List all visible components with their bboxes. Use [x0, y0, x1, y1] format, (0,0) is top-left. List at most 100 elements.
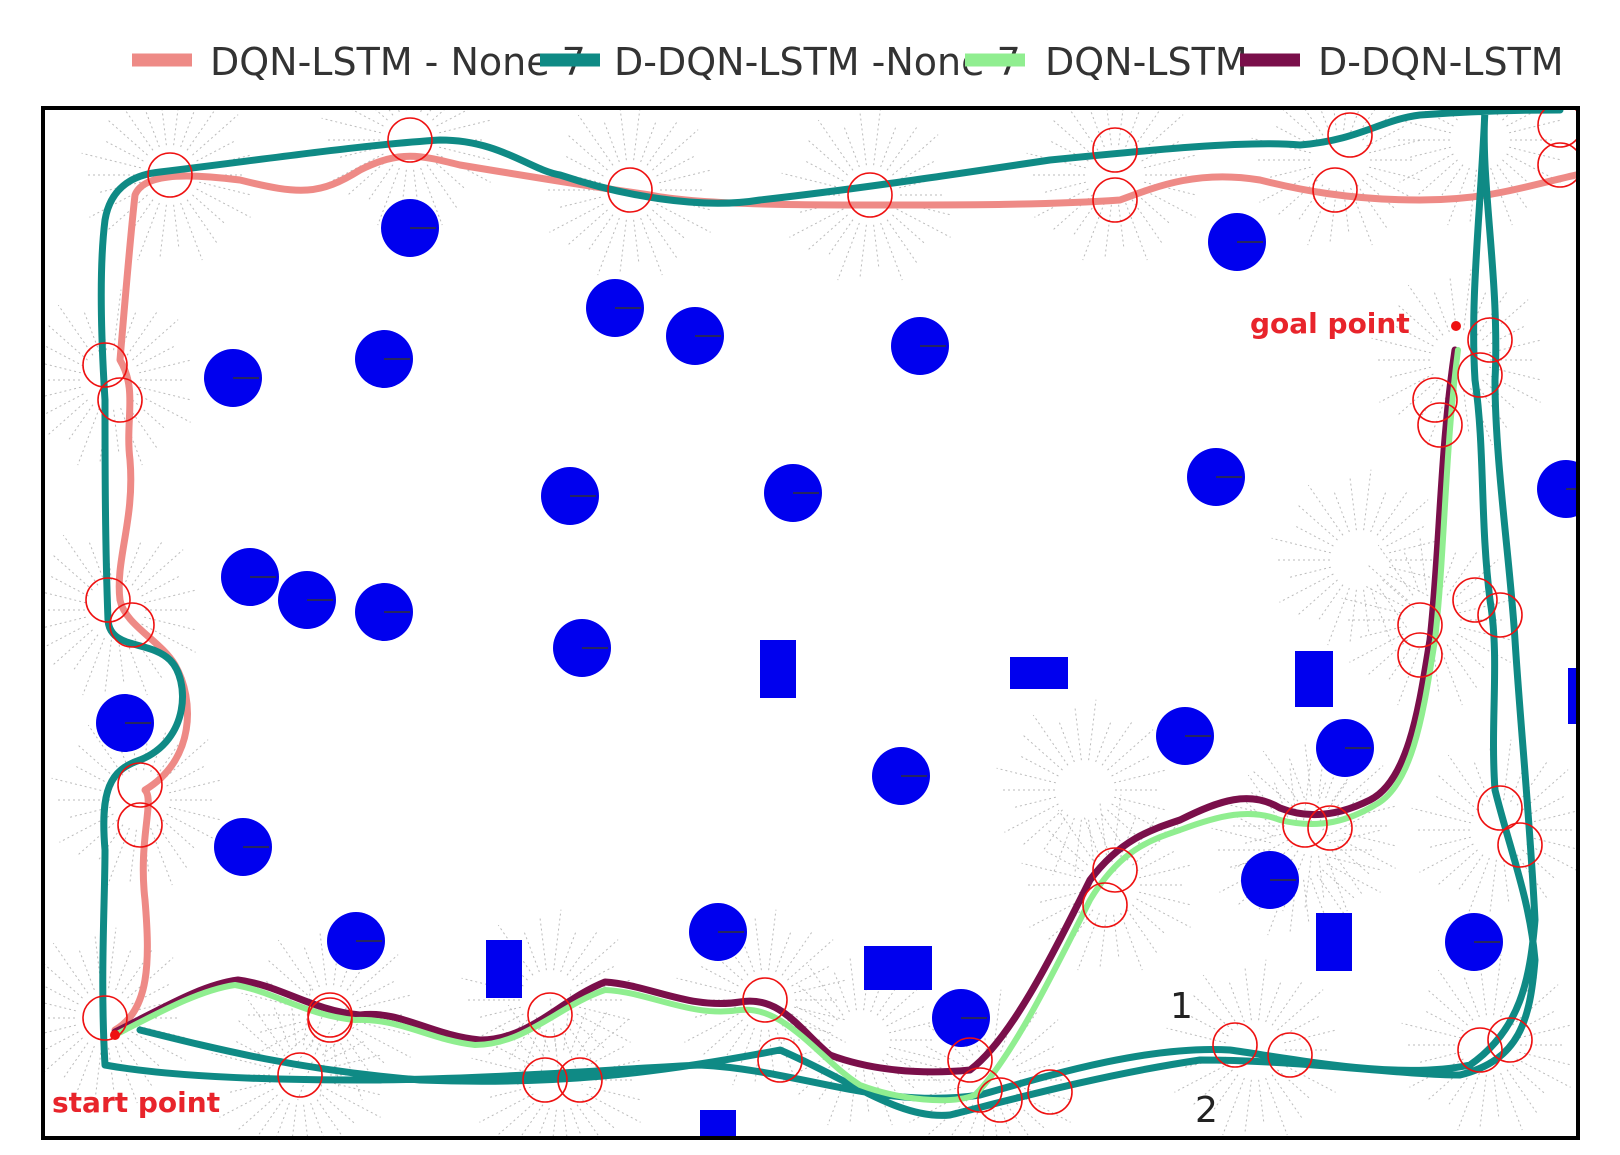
scan-ray [1447, 754, 1484, 806]
scan-ray [104, 639, 112, 693]
collision-marker [1312, 167, 1358, 213]
scan-ray [1349, 633, 1404, 663]
scan-ray [659, 169, 711, 184]
scan-ray [794, 979, 846, 994]
start-point-label: start point [52, 1086, 220, 1119]
scan-ray [1118, 110, 1124, 146]
scan-ray [77, 819, 118, 856]
scan-ray [52, 554, 93, 591]
collision-marker [1457, 352, 1503, 398]
scan-ray [1289, 767, 1297, 821]
scan-ray [72, 1045, 95, 1104]
scan-ray [1099, 914, 1107, 968]
scan-ray [94, 1047, 102, 1101]
scan-ray [289, 992, 297, 1046]
scan-ray [1506, 1069, 1538, 1114]
scan-ray [1304, 743, 1312, 797]
scan-ray [1032, 714, 1069, 766]
scan-ray [1493, 954, 1502, 1016]
scan-ray [77, 407, 100, 466]
scan-ray [892, 134, 939, 176]
scan-ray [1382, 499, 1429, 541]
collision-marker [1307, 805, 1353, 851]
scan-ray [1379, 373, 1434, 403]
scan-ray [115, 1045, 138, 1104]
scan-ray [1459, 626, 1511, 641]
scan-ray [1326, 863, 1381, 893]
scan-ray [859, 112, 867, 166]
scan-ray [1367, 564, 1408, 601]
collision-marker [1397, 632, 1443, 678]
scan-ray [136, 393, 191, 423]
scan-ray [1369, 139, 1421, 154]
scan-ray [1271, 981, 1303, 1026]
scan-ray [277, 939, 314, 991]
scan-ray [45, 623, 89, 648]
scan-ray [161, 110, 167, 146]
scan-ray [1289, 879, 1297, 933]
scan-ray [646, 214, 678, 259]
goal-point-dot [1451, 321, 1461, 331]
scan-ray [886, 219, 918, 264]
scan-ray [896, 208, 951, 238]
scan-ray [1489, 859, 1497, 913]
scan-ray [57, 304, 94, 356]
collision-marker [1457, 1027, 1503, 1073]
scan-ray [137, 549, 184, 591]
scan-ray [1139, 891, 1191, 906]
scan-ray [1114, 769, 1166, 784]
scan-ray [186, 110, 216, 151]
scan-ray [1012, 1019, 1059, 1061]
collision-marker [1537, 110, 1576, 148]
scan-ray [1370, 587, 1393, 646]
scan-ray [577, 114, 614, 166]
scan-ray [1516, 1058, 1571, 1088]
scan-ray [247, 999, 284, 1051]
scan-ray [619, 219, 627, 273]
scan-ray [45, 1037, 83, 1072]
scan-ray [141, 623, 196, 653]
scan-ray [107, 827, 130, 886]
scan-ray [356, 1028, 411, 1058]
scan-ray [1244, 1079, 1252, 1133]
scan-ray [1427, 1064, 1468, 1101]
scan-ray [45, 1002, 76, 1012]
scan-ray [1452, 559, 1499, 601]
scan-ray [319, 932, 327, 986]
scan-ray [807, 139, 848, 176]
scan-ray [321, 117, 381, 134]
scan-ray [1252, 770, 1293, 807]
scan-ray [566, 931, 598, 976]
scan-ray [1367, 639, 1408, 676]
scan-ray [108, 927, 117, 989]
scan-ray [1490, 167, 1513, 226]
scan-ray [497, 1099, 538, 1136]
collision-marker [977, 1077, 1023, 1123]
collision-marker [1212, 1022, 1258, 1068]
scan-ray [873, 110, 881, 166]
scan-ray [352, 954, 399, 996]
scan-ray [1457, 1072, 1480, 1131]
scan-ray [124, 110, 154, 151]
scan-ray [1004, 803, 1059, 833]
scan-ray [1166, 1027, 1226, 1044]
obstacle-box [760, 640, 796, 698]
scan-ray [1449, 277, 1457, 331]
scan-ray [1397, 379, 1438, 416]
collision-marker [387, 117, 433, 163]
scan-ray [297, 1042, 320, 1101]
scan-ray [633, 110, 641, 161]
scan-ray [1437, 969, 1474, 1021]
route-label-1: 1 [1170, 986, 1193, 1027]
scan-ray [1427, 989, 1468, 1026]
scan-ray [567, 209, 608, 246]
collision-marker [1497, 822, 1543, 868]
collision-marker [307, 997, 353, 1043]
collision-marker [1092, 127, 1138, 173]
collision-marker [1082, 882, 1128, 928]
scan-ray [1174, 1063, 1229, 1093]
scan-ray [1136, 898, 1191, 928]
scan-ray [1437, 849, 1478, 886]
collision-marker [957, 1067, 1003, 1113]
obstacle-box [1568, 668, 1576, 724]
